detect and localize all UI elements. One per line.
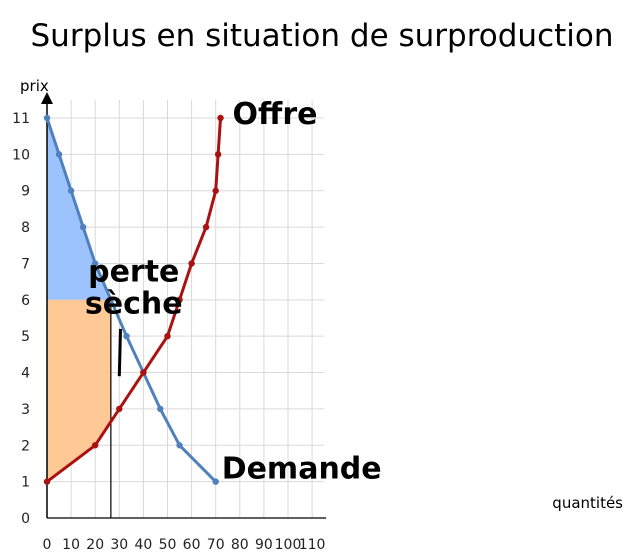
point-offre-0	[43, 478, 51, 485]
y-tick-label-7: 7	[21, 256, 30, 272]
point-demande-1	[55, 151, 63, 158]
y-tick-label-2: 2	[21, 438, 30, 454]
point-demande-0	[43, 114, 51, 122]
point-offre-8	[212, 187, 219, 194]
series-lines: Demande Offre	[43, 97, 382, 487]
series-label-demande: Demande	[222, 452, 382, 487]
y-tick-label-8: 8	[21, 220, 30, 236]
point-demande-3	[79, 223, 87, 231]
y-tick-label-11: 11	[12, 111, 30, 127]
point-demande-5	[107, 296, 115, 304]
surplus-areas	[47, 118, 111, 482]
x-axis-label: quantités	[552, 494, 623, 512]
y-tick-label-3: 3	[21, 402, 30, 418]
point-offre-3	[140, 369, 147, 376]
axes	[41, 92, 327, 519]
x-tick-label-30: 30	[110, 537, 128, 553]
x-tick-label-80: 80	[231, 537, 249, 553]
point-offre-7	[202, 223, 210, 231]
point-demande-6	[123, 332, 130, 340]
y-tick-label-4: 4	[21, 366, 30, 382]
y-tick-label-5: 5	[21, 329, 30, 345]
y-ticks: 0 1 2 3 4 5 6 7 8 9 10 11	[12, 111, 30, 527]
point-demande-9	[176, 442, 183, 449]
x-tick-label-70: 70	[207, 537, 225, 553]
y-tick-label-9: 9	[21, 184, 30, 200]
producer-surplus-area	[47, 299, 111, 482]
x-tick-label-90: 90	[255, 537, 273, 553]
point-offre-5	[176, 296, 183, 304]
x-tick-label-40: 40	[134, 537, 152, 553]
point-offre-2	[116, 405, 123, 413]
annotation-0-line-0: perte	[88, 255, 179, 290]
x-tick-label-110: 110	[299, 537, 326, 553]
point-demande-10	[212, 478, 219, 485]
chart-grid	[47, 99, 325, 518]
series-label-offre: Offre	[233, 97, 318, 132]
annotation-0-line-1: sèche	[85, 287, 183, 322]
point-demande-2	[67, 187, 75, 194]
consumer-surplus-area	[47, 118, 111, 300]
x-tick-label-20: 20	[86, 537, 104, 553]
y-tick-label-6: 6	[21, 293, 30, 309]
point-offre-4	[164, 332, 171, 340]
x-tick-label-100: 100	[275, 537, 302, 553]
y-tick-label-0: 0	[21, 511, 30, 527]
point-demande-8	[157, 405, 164, 413]
x-tick-label-10: 10	[62, 537, 80, 553]
point-offre-6	[188, 260, 195, 267]
y-tick-label-1: 1	[21, 475, 30, 491]
y-tick-label-10: 10	[12, 147, 30, 163]
point-offre-9	[214, 151, 222, 158]
chart-title: Surplus en situation de surproduction	[31, 18, 614, 54]
point-offre-1	[92, 442, 99, 449]
annotation-pointer-0	[117, 328, 123, 377]
x-tick-label-0: 0	[43, 537, 52, 553]
y-axis-label: prix	[20, 77, 49, 95]
point-demande-4	[92, 260, 99, 267]
x-tick-label-50: 50	[159, 537, 177, 553]
x-tick-label-60: 60	[183, 537, 201, 553]
point-offre-10	[217, 114, 224, 122]
